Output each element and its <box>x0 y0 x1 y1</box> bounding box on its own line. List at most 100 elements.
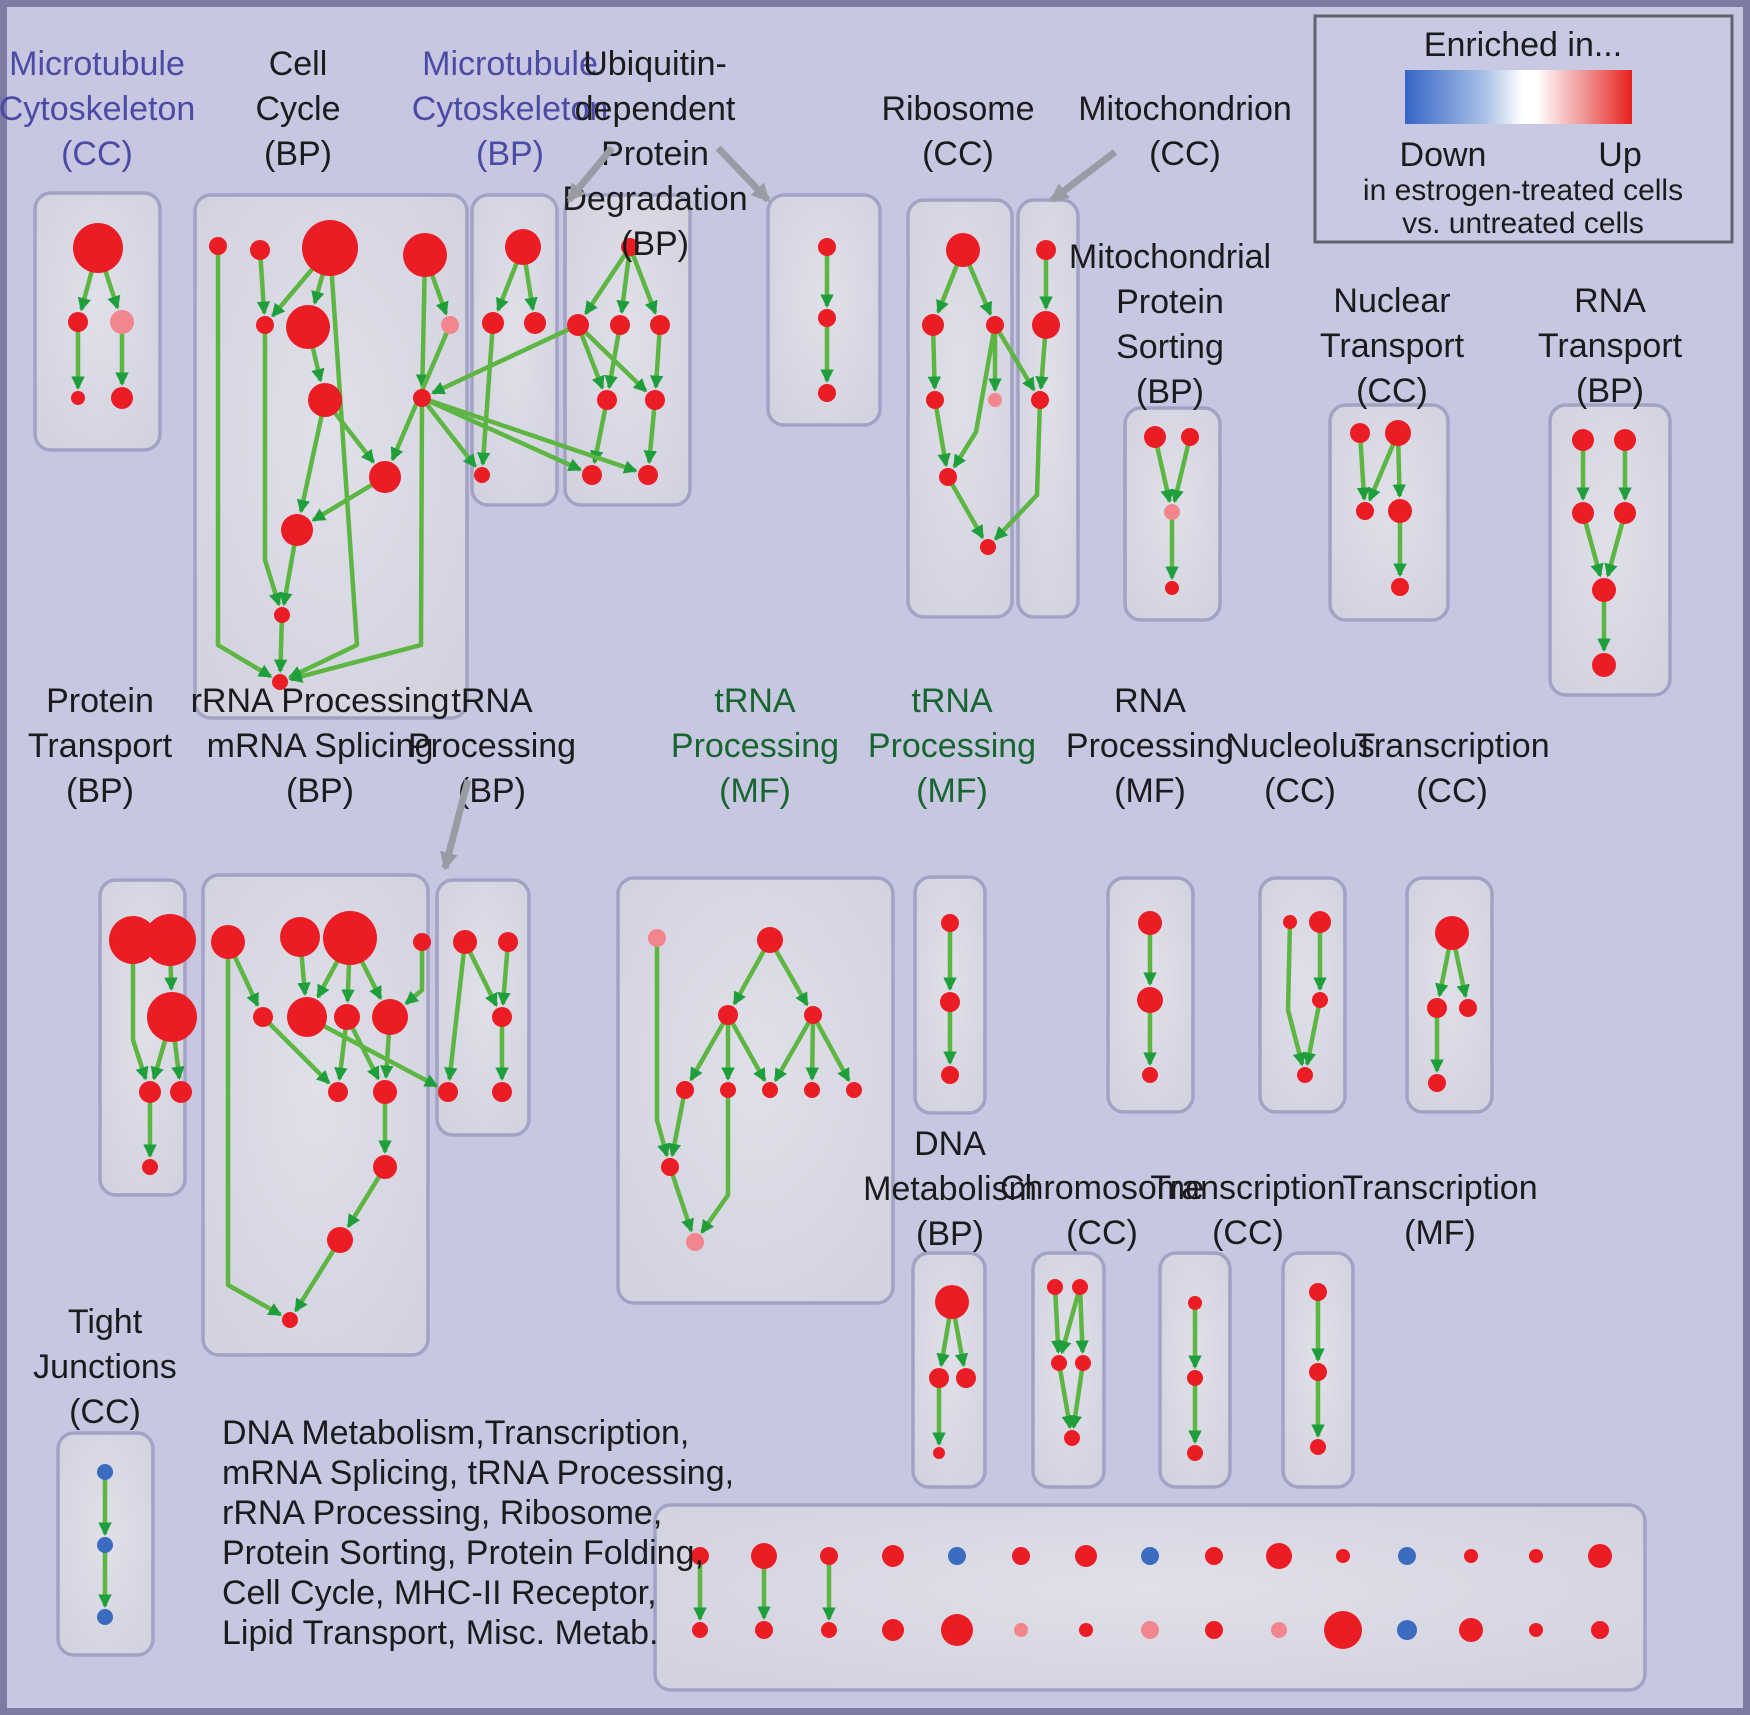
go-term-node-red <box>373 1080 397 1104</box>
relation-edge-arrow <box>667 1166 694 1233</box>
misc-shared-terms-list-line: DNA Metabolism,Transcription, <box>222 1414 689 1452</box>
cluster-label-transcription-mf: (MF) <box>1404 1214 1476 1252</box>
cluster-label-cell-cycle-bp: Cell <box>269 45 328 83</box>
cluster-box-mitochondrion-cc <box>1016 198 1080 619</box>
relation-edge-arrow <box>225 942 283 1317</box>
go-term-node-red <box>144 914 196 966</box>
go-term-node-red <box>253 1007 273 1027</box>
go-term-node-red <box>1165 581 1179 595</box>
go-term-node-blue <box>97 1609 113 1625</box>
go-term-node-pink <box>686 1233 704 1251</box>
go-term-node-red <box>1187 1445 1203 1461</box>
go-term-node-red <box>492 1007 512 1027</box>
go-term-node-pink <box>110 310 134 334</box>
go-term-node-red <box>211 925 245 959</box>
misc-shared-terms-list-line: Protein Sorting, Protein Folding, <box>222 1534 704 1572</box>
relation-edge-arrow <box>1058 1286 1083 1355</box>
go-term-node-red <box>1309 911 1331 933</box>
relation-edge-arrow <box>993 323 1036 392</box>
go-term-node-red <box>751 1543 777 1569</box>
go-term-node-red <box>846 1082 862 1098</box>
cluster-label-ubiquitin-dependent-protein-degradation-bp: (BP) <box>621 225 689 263</box>
relation-edge-arrow <box>130 940 149 1081</box>
go-term-node-red <box>1036 240 1056 260</box>
go-term-node-red <box>209 237 227 255</box>
go-term-node-red <box>1592 578 1616 602</box>
relation-edge-arrow <box>689 1013 730 1082</box>
go-term-node-red <box>582 465 602 485</box>
cluster-box-nucleolus-cc <box>1258 876 1347 1114</box>
go-term-node-red <box>1592 653 1616 677</box>
go-term-node-red <box>692 1622 708 1638</box>
go-term-node-red <box>286 305 330 349</box>
legend-gradient-bar <box>1405 70 1632 124</box>
go-term-node-red <box>1142 1067 1158 1083</box>
go-term-node-red <box>142 1159 158 1175</box>
legend-box <box>1313 14 1734 244</box>
cluster-label-protein-transport-bp: (BP) <box>66 772 134 810</box>
labels-layer: Microtubule Cytoskeleton (CC) Cell Cycle (BP)… <box>0 45 1683 1652</box>
go-term-node-red <box>946 233 980 267</box>
go-term-node-red <box>762 1082 778 1098</box>
go-term-node-red <box>638 465 658 485</box>
relation-edge-arrow <box>1056 1362 1075 1430</box>
go-term-node-red <box>1324 1611 1362 1649</box>
go-term-node-red <box>821 1622 837 1638</box>
go-term-node-red <box>272 674 288 690</box>
go-term-node-red <box>139 1081 161 1103</box>
relation-edge-arrow <box>293 1238 342 1313</box>
go-term-node-red <box>1266 1543 1292 1569</box>
relation-edge-arrow <box>576 323 648 393</box>
cluster-label-nuclear-transport-cc: (CC) <box>1356 372 1428 410</box>
go-term-node-blue <box>1398 1547 1416 1565</box>
cluster-label-trna-processing-mf-large: tRNA <box>714 682 796 720</box>
relation-edge-arrow <box>700 1090 731 1234</box>
relation-edge-arrow <box>575 324 605 390</box>
cluster-label-mitochondrion-cc: Mitochondrion <box>1078 90 1292 128</box>
go-term-node-red <box>1072 1279 1088 1295</box>
go-term-node-red <box>621 238 639 256</box>
go-term-node-red <box>403 233 447 277</box>
cluster-box-dna-metabolism-bp <box>911 1251 987 1489</box>
cluster-label-microtubule-cytoskeleton-cc: Microtubule <box>9 45 185 83</box>
cluster-label-trna-processing-bp: tRNA <box>451 682 533 720</box>
go-term-node-pink <box>1014 1623 1028 1637</box>
cluster-box-chromosome-cc <box>1031 1251 1106 1489</box>
go-term-node-red <box>941 1614 973 1646</box>
go-term-node-red <box>474 467 490 483</box>
cluster-label-tight-junctions-cc: Junctions <box>33 1348 177 1386</box>
go-term-node-red <box>482 312 504 334</box>
cluster-label-nucleolus-cc: Nucleolus <box>1225 727 1374 765</box>
relation-edge-arrow <box>583 245 632 316</box>
cluster-label-microtubule-cytoskeleton-bp: (BP) <box>476 135 544 173</box>
relation-edge-arrow <box>805 1014 820 1082</box>
go-term-node-red <box>413 389 431 407</box>
cluster-label-microtubule-cytoskeleton-cc: (CC) <box>61 135 133 173</box>
cluster-label-protein-transport-bp: Transport <box>28 727 173 765</box>
legend: Enriched in... Down Up in estrogen-treat… <box>1313 14 1734 244</box>
cluster-box-ubiquitin-degradation-1 <box>563 193 692 507</box>
cluster-label-transcription-cc-bottom: Transcription <box>1150 1169 1345 1207</box>
go-term-node-red <box>939 468 957 486</box>
cluster-label-trna-processing-mf-small: tRNA <box>911 682 993 720</box>
go-term-node-red <box>280 917 320 957</box>
relation-edge-arrow <box>627 246 658 315</box>
go-term-node-red <box>650 315 670 335</box>
legend-condition-line1: in estrogen-treated cells <box>1363 174 1683 207</box>
go-term-node-red <box>256 316 274 334</box>
go-term-node-red <box>1435 916 1469 950</box>
relation-edge-arrow <box>773 1013 815 1083</box>
go-term-node-pink <box>648 929 666 947</box>
label-pointer-arrow <box>1049 149 1118 203</box>
relation-edge-arrow <box>444 941 468 1082</box>
relation-edge-arrow <box>952 324 998 469</box>
go-term-node-red <box>453 930 477 954</box>
relation-edge-arrow <box>654 938 671 1158</box>
cluster-label-microtubule-cytoskeleton-bp: Cytoskeleton <box>412 90 609 128</box>
relation-edge-arrow <box>643 399 658 465</box>
go-term-node-red <box>492 1082 512 1102</box>
go-term-node-red <box>1459 999 1477 1017</box>
go-term-node-red <box>597 390 617 410</box>
cluster-label-ubiquitin-dependent-protein-degradation-bp: Protein <box>601 135 709 173</box>
